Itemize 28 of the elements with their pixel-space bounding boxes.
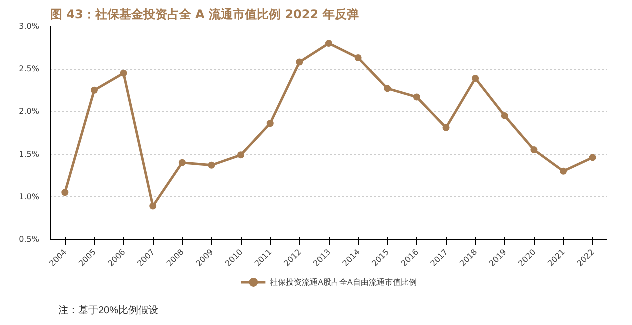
y-tick-label: 0.5% [19,235,40,244]
point [326,40,332,48]
point [384,85,392,92]
point [501,112,508,120]
point [90,86,98,94]
point [442,124,450,132]
point [266,120,274,128]
point [178,159,186,166]
y-tick-label: 1.0% [19,192,40,202]
point [560,168,568,175]
chart-title: 图 43：社保基金投资占全 A 流通市值比例 2022 年反弹 [50,8,359,22]
point [120,70,128,77]
point [472,74,480,82]
point [296,58,304,66]
point [413,94,420,101]
y-tick-label: 2.0% [19,107,40,116]
point [589,154,596,162]
point [354,54,362,62]
y-tick-label: 2.5% [19,64,40,74]
point [530,146,538,154]
point [238,152,245,159]
point [208,162,216,169]
y-tick-label: 1.5% [19,150,40,159]
point [62,189,69,196]
y-tick-label: 3.0% [19,22,40,31]
text: 注：基于20%比例假设 [58,304,159,316]
legend-label: 社保投资流通A股占全A自由流通市值比例 [270,276,417,288]
point [150,202,157,210]
